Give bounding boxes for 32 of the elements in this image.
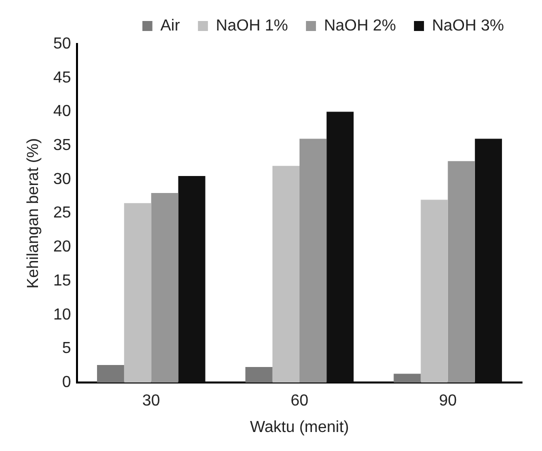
bar	[326, 112, 354, 383]
bar	[178, 176, 206, 383]
bar	[394, 374, 421, 383]
y-tick-label: 0	[62, 374, 72, 392]
y-tick-label: 40	[53, 103, 72, 120]
legend-label: Air	[160, 17, 181, 34]
bar	[420, 200, 448, 383]
x-axis-title: Waktu (menit)	[250, 418, 349, 436]
bar	[151, 192, 178, 383]
y-tick-label: 10	[53, 306, 72, 324]
legend-label: NaOH 2%	[324, 17, 396, 34]
bar	[272, 166, 300, 383]
y-tick-label: 50	[53, 35, 72, 52]
bar	[124, 203, 152, 383]
x-tick-label: 30	[142, 392, 160, 410]
y-axis-title: Kehilangan berat (%)	[25, 138, 42, 288]
y-tick-label: 45	[53, 69, 72, 86]
y-tick-label: 30	[53, 170, 72, 188]
y-tick-label: 35	[53, 136, 72, 154]
bar	[474, 138, 502, 383]
y-tick-label: 25	[53, 204, 72, 222]
x-tick-label: 90	[438, 392, 457, 410]
bar	[300, 138, 327, 383]
y-tick-label: 15	[53, 272, 72, 290]
y-tick-label: 20	[53, 238, 72, 256]
bar	[97, 364, 124, 383]
x-tick-label: 60	[290, 392, 308, 410]
bar	[245, 367, 272, 383]
bar	[448, 161, 475, 383]
legend-label: NaOH 3%	[432, 17, 504, 34]
legend-label: NaOH 1%	[216, 17, 288, 34]
y-tick-label: 5	[62, 340, 72, 358]
